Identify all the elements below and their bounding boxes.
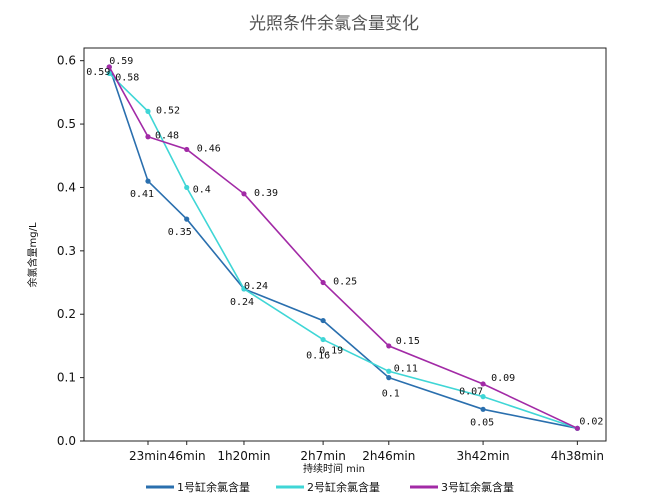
- legend-entry: 1号缸余氯含量: [177, 480, 250, 494]
- data-label: 0.24: [244, 281, 268, 292]
- data-point: [480, 394, 486, 400]
- legend-entry: 2号缸余氯含量: [307, 480, 380, 494]
- data-label: 0.05: [470, 417, 494, 428]
- y-tick-label: 0.2: [57, 307, 76, 321]
- x-tick-label: 1h20min: [217, 449, 270, 463]
- data-point: [241, 286, 247, 292]
- x-axis-label: 持续时间 min: [303, 462, 365, 475]
- data-label: 0.39: [254, 188, 278, 199]
- x-tick-label: 3h42min: [457, 449, 510, 463]
- data-label: 0.19: [319, 346, 343, 357]
- data-point: [386, 343, 392, 349]
- data-label: 0.46: [197, 143, 221, 154]
- data-point: [145, 108, 151, 114]
- series-line-3: [108, 66, 578, 430]
- data-label: 0.4: [193, 184, 211, 195]
- axis-ticks: 0.0 0.1 0.2 0.3 0.4 0.5 0.6 23min 46min 1h20min 2h…: [57, 54, 604, 463]
- y-tick-label: 0.1: [57, 371, 76, 385]
- data-label: 0.58: [115, 72, 139, 83]
- series-lines: [108, 66, 578, 430]
- series-line-2: [108, 72, 578, 430]
- legend-entry: 3号缸余氯含量: [441, 480, 514, 494]
- x-tick-label: 46min: [168, 449, 206, 463]
- data-label: 0.59: [86, 67, 110, 78]
- data-label: 0.02: [579, 416, 603, 427]
- data-label: 0.59: [109, 56, 133, 67]
- data-label: 0.24: [230, 297, 254, 308]
- data-point: [386, 375, 392, 381]
- data-label: 0.16: [306, 351, 330, 362]
- data-point: [320, 279, 326, 286]
- data-label: 0.1: [382, 389, 400, 400]
- data-label: 0.48: [155, 131, 179, 142]
- x-tick-label: 4h38min: [551, 449, 604, 463]
- chart-title: 光照条件余氯含量变化: [249, 14, 419, 34]
- data-point: [184, 146, 190, 153]
- data-point: [184, 184, 190, 191]
- data-point: [184, 216, 190, 222]
- data-point: [241, 191, 247, 197]
- y-tick-label: 0.3: [57, 244, 76, 258]
- data-label: 0.11: [394, 363, 418, 374]
- data-point: [106, 70, 112, 76]
- data-label: 0.35: [168, 227, 192, 238]
- x-tick-label: 2h46min: [362, 449, 415, 463]
- y-tick-label: 0.4: [57, 180, 76, 194]
- data-label: 0.52: [156, 105, 180, 116]
- y-tick-label: 0.5: [57, 117, 76, 131]
- x-tick-label: 23min: [129, 449, 167, 463]
- data-point: [320, 317, 326, 324]
- series-line-1: [108, 66, 578, 430]
- legend: 1号缸余氯含量 2号缸余氯含量 3号缸余氯含量: [146, 480, 514, 494]
- data-point: [320, 336, 326, 343]
- data-label: 0.07: [459, 387, 483, 398]
- data-label: 0.09: [491, 373, 515, 384]
- x-tick-label: 2h7min: [300, 449, 346, 463]
- data-label: 0.15: [396, 336, 420, 347]
- data-label: 0.25: [333, 277, 357, 288]
- data-label: 0.41: [130, 189, 154, 200]
- data-point: [480, 406, 486, 412]
- y-tick-label: 0.0: [57, 434, 76, 448]
- data-point: [145, 178, 151, 184]
- data-point: [386, 368, 392, 374]
- plot-area: [83, 47, 607, 442]
- y-axis-label: 余氯含量mg/L: [26, 222, 39, 287]
- y-tick-label: 0.6: [57, 54, 76, 68]
- data-point: [480, 381, 486, 387]
- series-points: [106, 64, 580, 431]
- data-labels: 0.59 0.41 0.35 0.24 0.19 0.1 0.05 0.02 0.58 0.52 0…: [86, 56, 603, 428]
- data-point: [574, 425, 580, 431]
- data-point: [106, 64, 112, 70]
- data-point: [145, 134, 151, 140]
